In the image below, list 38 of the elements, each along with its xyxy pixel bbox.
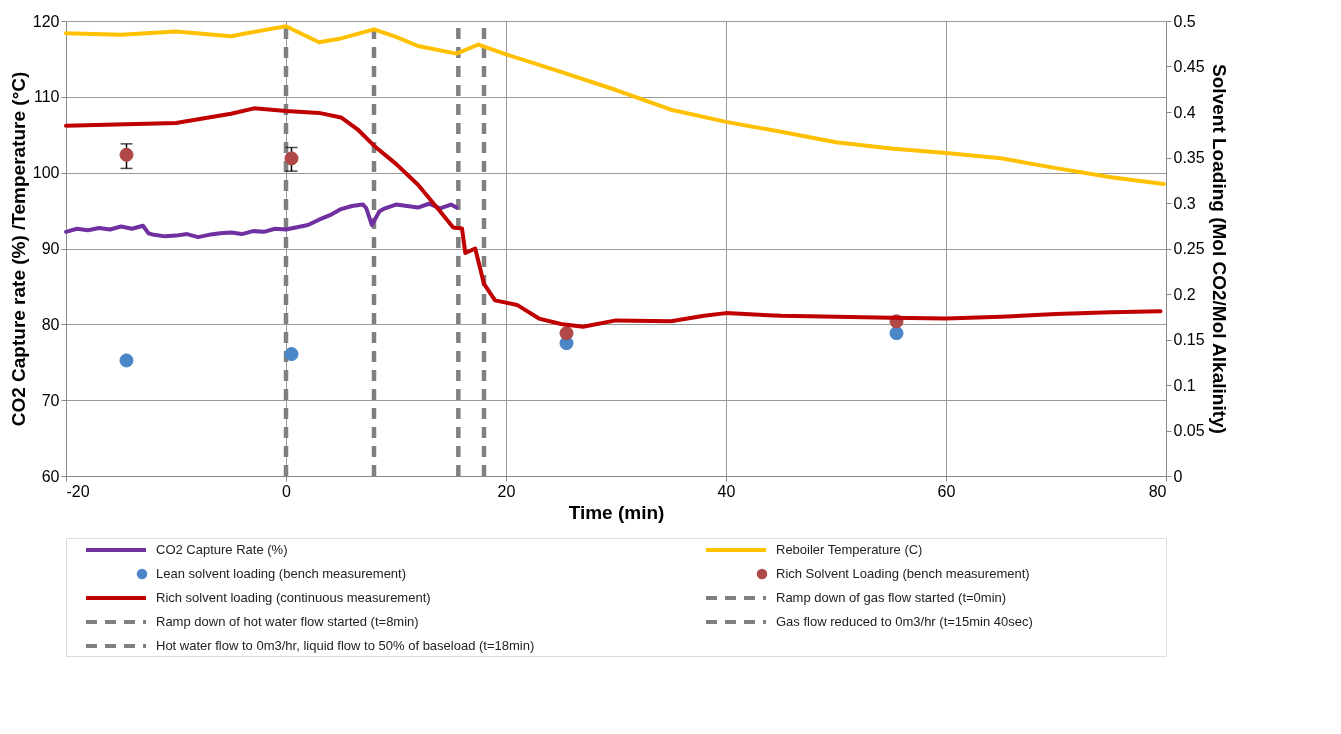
- y-tick-label: 90: [41, 240, 60, 257]
- x-tick-label: -20: [66, 482, 90, 500]
- y-tick-label: 120: [32, 12, 60, 30]
- x-tick-label: 0: [282, 482, 292, 500]
- y2-tick-label: 0.25: [1173, 240, 1205, 257]
- y2-tick-label: 0.35: [1173, 149, 1205, 166]
- legend-label: Ramp down of hot water flow started (t=8min): [156, 614, 419, 629]
- x-tick-label: 20: [497, 482, 516, 500]
- y2-tick-label: 0.3: [1173, 194, 1196, 212]
- legend-label: Lean solvent loading (bench measurement): [156, 566, 407, 581]
- y2-tick-label: 0.2: [1173, 285, 1196, 303]
- legend-label: Rich solvent loading (continuous measurement): [156, 590, 431, 605]
- y-tick-label: 70: [41, 391, 60, 409]
- legend-label: CO2 Capture Rate (%): [156, 542, 288, 557]
- legend-label: Gas flow reduced to 0m3/hr (t=15min 40sec): [776, 614, 1033, 629]
- x-tick-label: 40: [717, 482, 736, 500]
- y2-tick-label: 0.5: [1173, 12, 1196, 30]
- x-axis-title: Time (min): [568, 501, 665, 523]
- legend-label: Ramp down of gas flow started (t=0min): [776, 590, 1007, 605]
- y-axis-title: CO2 Capture rate (%) /Temperature (°C): [7, 71, 29, 427]
- y2-tick-label: 0.45: [1173, 58, 1205, 75]
- legend-label: Reboiler Temperature (C): [776, 542, 923, 557]
- legend-label: Hot water flow to 0m3/hr, liquid flow to 50% of baseload (t=18min): [156, 638, 535, 653]
- x-tick-label: 80: [1148, 482, 1167, 500]
- legend-label: Rich Solvent Loading (bench measurement): [776, 566, 1030, 581]
- line-series: [64, 24, 1166, 187]
- y-tick-label: 80: [41, 315, 60, 333]
- y-tick-label: 60: [41, 467, 60, 485]
- y2-tick-label: 0.05: [1173, 422, 1205, 439]
- y2-tick-label: 0: [1173, 467, 1183, 485]
- y-tick-label: 110: [33, 88, 60, 106]
- y2-axis-title: Solvent Loading (Mol CO2/Mol Alkalinity): [1208, 64, 1230, 434]
- y2-tick-label: 0.15: [1173, 331, 1205, 348]
- y-tick-label: 100: [32, 164, 60, 182]
- y2-tick-label: 0.4: [1173, 103, 1196, 121]
- line-series: [64, 201, 459, 240]
- x-tick-label: 60: [937, 482, 956, 500]
- y2-tick-label: 0.1: [1173, 376, 1196, 394]
